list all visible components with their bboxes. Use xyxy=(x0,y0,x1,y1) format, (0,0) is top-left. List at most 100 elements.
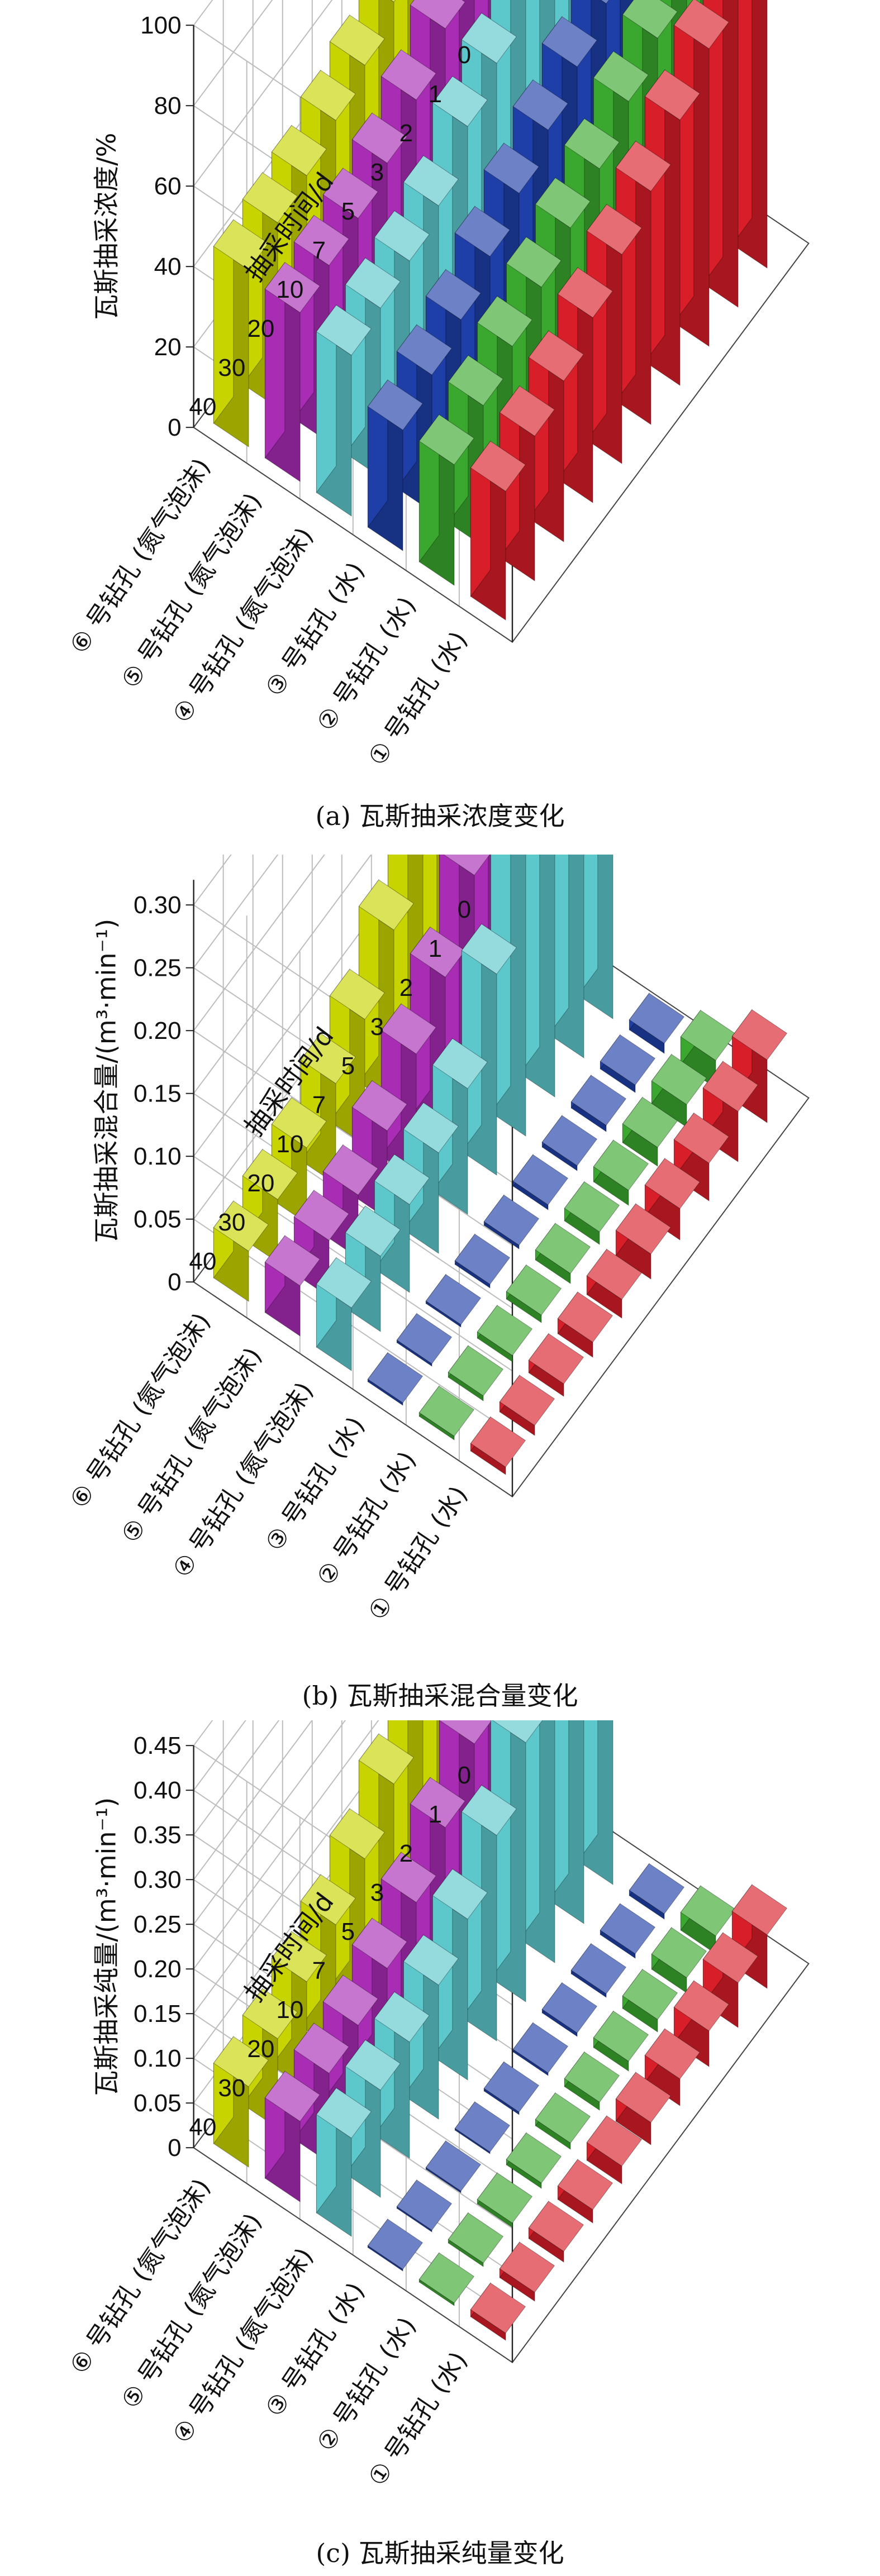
z-tick-label: 0.05 xyxy=(134,1206,182,1233)
z-tick-label: 80 xyxy=(154,92,182,120)
bar xyxy=(499,2241,555,2302)
category-label: ④ 号钻孔 (氮气泡沫) xyxy=(167,2243,318,2449)
x-tick-label: 1 xyxy=(429,935,442,962)
bar xyxy=(396,2179,453,2232)
bar xyxy=(506,1264,562,1323)
z-tick-label: 0 xyxy=(168,1268,181,1296)
z-tick-label: 0.30 xyxy=(134,891,182,919)
bar xyxy=(644,1157,701,1241)
z-tick-label: 0.45 xyxy=(134,1732,182,1759)
bar xyxy=(673,1979,730,2067)
bar xyxy=(418,413,475,586)
x-tick-label: 5 xyxy=(341,198,355,225)
bar xyxy=(593,2010,649,2072)
bar xyxy=(629,1863,685,1920)
x-tick-label: 10 xyxy=(276,1130,303,1158)
bar xyxy=(651,1053,707,1128)
category-label: ⑤ 号钻孔 (氮气泡沫) xyxy=(116,2208,267,2414)
bar xyxy=(512,1153,569,1210)
z-axis-label: 瓦斯抽采浓度/% xyxy=(92,133,122,320)
bar xyxy=(577,1720,613,1885)
bar xyxy=(418,2251,475,2306)
x-tick-label: 1 xyxy=(429,80,442,108)
category-label: ④ 号钻孔 (氮气泡沫) xyxy=(167,523,318,728)
bars xyxy=(213,855,788,1475)
category-label: ⑥ 号钻孔 (氮气泡沫) xyxy=(64,2174,216,2379)
bar xyxy=(448,2212,504,2267)
bar xyxy=(528,2200,584,2263)
bar xyxy=(470,2282,526,2341)
bar xyxy=(499,1374,555,1436)
bar xyxy=(680,1009,736,1089)
bar xyxy=(541,1982,598,2037)
z-tick-label: 0.10 xyxy=(134,1143,182,1170)
bars xyxy=(213,1720,788,2341)
bar xyxy=(570,1074,627,1132)
x-tick-label: 20 xyxy=(247,1170,274,1197)
bar xyxy=(367,379,424,551)
z-tick-label: 20 xyxy=(154,333,182,361)
x-tick-label: 2 xyxy=(399,1840,413,1867)
z-tick-label: 0.10 xyxy=(134,2045,182,2072)
x-tick-label: 5 xyxy=(341,1918,355,1945)
z-tick-label: 100 xyxy=(140,12,181,39)
z-tick-label: 0.15 xyxy=(134,2000,182,2028)
x-tick-label: 2 xyxy=(399,120,413,147)
z-tick-label: 0.20 xyxy=(134,1017,182,1044)
bar xyxy=(586,1248,643,1319)
z-tick-label: 0 xyxy=(168,2134,181,2162)
bar xyxy=(622,1968,678,2033)
bar xyxy=(264,261,321,482)
bar xyxy=(418,1385,475,1440)
bar xyxy=(629,992,685,1054)
bar xyxy=(264,1234,321,1337)
bar xyxy=(264,2070,321,2202)
x-tick-label: 3 xyxy=(370,159,384,186)
x-tick-label: 30 xyxy=(218,1209,245,1236)
bar xyxy=(622,1096,678,1167)
bar xyxy=(615,1203,672,1280)
x-tick-label: 1 xyxy=(429,1801,442,1828)
x-tick-label: 3 xyxy=(370,1879,384,1906)
bar xyxy=(680,1885,736,1954)
x-tick-label: 30 xyxy=(218,354,245,381)
bar xyxy=(541,1114,598,1171)
chart-panel-b: 0 0.05 0.10 0.15 0.20 0.25 0.30 瓦斯抽采混合量/(m³·min… xyxy=(64,855,810,1625)
x-tick-label: 40 xyxy=(189,1248,216,1275)
z-tick-label: 0.30 xyxy=(134,1866,182,1893)
bar xyxy=(477,2172,533,2228)
caption-a: (a) 瓦斯抽采浓度变化 xyxy=(315,801,565,831)
bar xyxy=(454,2101,511,2154)
z-tick-label: 0 xyxy=(168,414,181,441)
bar xyxy=(600,1034,656,1093)
bar xyxy=(673,1112,730,1201)
x-tick-label: 10 xyxy=(276,276,303,303)
bar xyxy=(483,1194,540,1249)
bar xyxy=(213,1200,269,1302)
bar xyxy=(213,218,269,447)
x-tick-label: 20 xyxy=(247,315,274,342)
category-label: ⑤ 号钻孔 (氮气泡沫) xyxy=(116,1343,267,1548)
bar xyxy=(316,2087,372,2237)
bar xyxy=(528,1333,584,1397)
bar xyxy=(483,2060,540,2115)
x-tick-label: 0 xyxy=(458,1762,471,1789)
x-tick-label: 7 xyxy=(312,1957,326,1985)
bar xyxy=(702,1931,759,2028)
bar xyxy=(615,2071,672,2145)
x-tick-label: 40 xyxy=(189,2114,216,2141)
bar xyxy=(557,266,613,503)
x-tick-label: 0 xyxy=(458,41,471,69)
z-axis-label: 瓦斯抽采混合量/(m³·min⁻¹) xyxy=(92,919,122,1243)
bar xyxy=(600,1902,656,1959)
category-label: ④ 号钻孔 (氮气泡沫) xyxy=(167,1377,318,1583)
bar xyxy=(477,1304,533,1362)
bar xyxy=(213,2035,269,2168)
chart-panel-c: 0 0.05 0.10 0.15 0.20 0.25 0.30 0.35 0.40 0.45 瓦斯抽… xyxy=(64,1720,810,2491)
category-label: ⑥ 号钻孔 (氮气泡沫) xyxy=(64,1308,216,1514)
x-tick-label: 40 xyxy=(189,393,216,421)
bar xyxy=(557,2158,613,2224)
bars xyxy=(213,0,768,621)
bar xyxy=(535,1222,591,1284)
z-tick-label: 0.20 xyxy=(134,1955,182,1983)
